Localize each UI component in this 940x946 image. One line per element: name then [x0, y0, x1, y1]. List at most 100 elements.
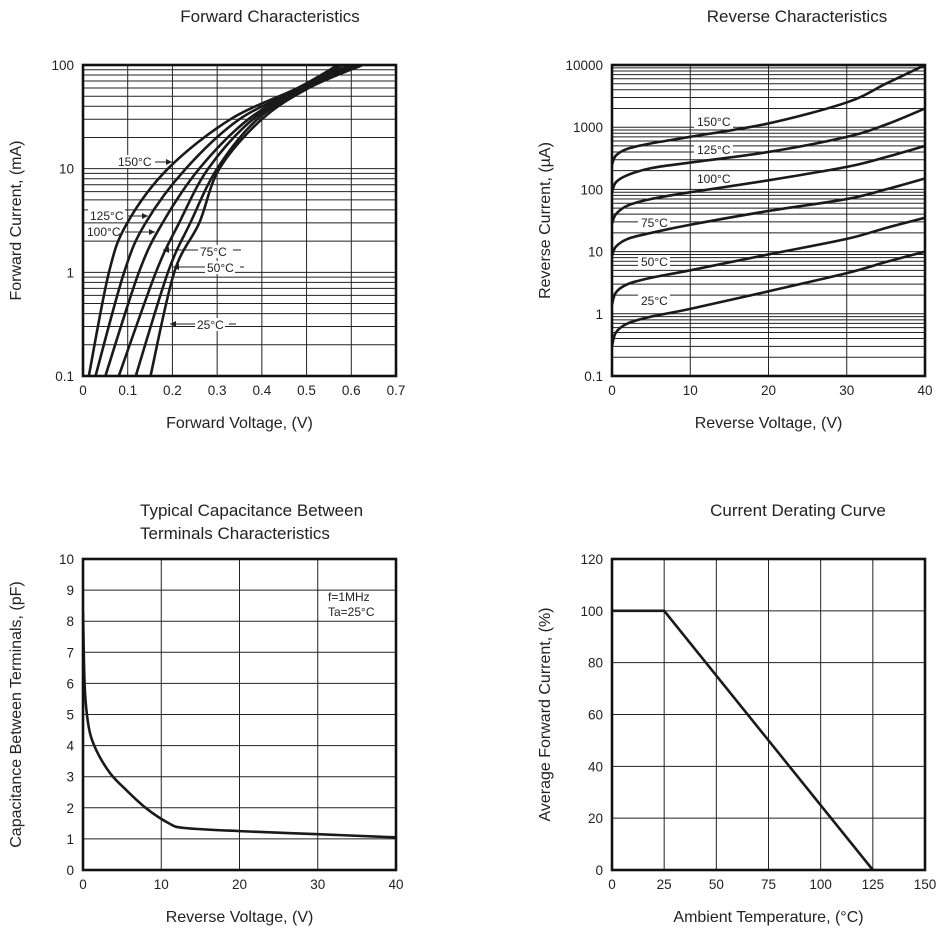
- grid: [612, 559, 925, 870]
- x-tick-label: 25: [657, 877, 672, 892]
- y-tick-label: 20: [588, 811, 603, 826]
- series-label: 25°C: [641, 294, 668, 308]
- y-tick-label: 1: [66, 265, 74, 280]
- x-tick-label: 0.1: [118, 383, 137, 398]
- chart-2: 150°C 125°C 100°C 75°C 50°C 25°C 0 10 20 30 40 0.1 1…: [537, 7, 933, 432]
- y-tick-label: 10000: [565, 58, 603, 73]
- chart-title: Reverse Characteristics: [707, 7, 887, 26]
- series-line-1: [612, 609, 874, 870]
- x-axis-label: Ambient Temperature, (°C): [673, 909, 863, 926]
- series-line-6: [149, 65, 363, 376]
- x-axis-label: Reverse Voltage, (V): [695, 415, 843, 432]
- x-tick-label: 50: [709, 877, 724, 892]
- series-line-1: [87, 65, 339, 376]
- y-axis-label: Forward Current, (mA): [8, 140, 25, 300]
- chart-3: 0 10 20 30 40 0 1 2 3 4 5 6 7 8 9 10 Typical Capacitance…: [8, 501, 404, 926]
- x-tick-label: 0.7: [387, 383, 406, 398]
- y-tick-label: 10: [588, 245, 603, 260]
- y-axis-label: Reverse Current, (µA): [537, 142, 554, 299]
- y-tick-label: 100: [580, 182, 603, 197]
- x-tick-label: 75: [761, 877, 776, 892]
- label-background: [638, 216, 670, 229]
- y-tick-label: 7: [66, 645, 74, 660]
- series-label: 100°C: [697, 172, 731, 186]
- x-tick-label: 0: [608, 877, 616, 892]
- plot-frame: [81, 557, 398, 872]
- label-background: [638, 294, 670, 307]
- y-tick-label: 1: [66, 832, 74, 847]
- label-background: [85, 225, 122, 238]
- x-axis-label: Reverse Voltage, (V): [166, 909, 314, 926]
- y-tick-label: 3: [66, 770, 74, 785]
- y-tick-label: 100: [51, 58, 74, 73]
- series-label: 75°C: [641, 216, 668, 230]
- series-line-3: [104, 65, 350, 376]
- chart-title: Forward Characteristics: [180, 7, 360, 26]
- y-tick-label: 1000: [573, 120, 603, 135]
- label-background: [694, 115, 733, 128]
- grid: [83, 559, 396, 870]
- y-tick-label: 2: [66, 801, 74, 816]
- x-tick-label: 0: [79, 383, 87, 398]
- x-tick-label: 0.5: [297, 383, 316, 398]
- plot-frame: [610, 63, 927, 378]
- arrow-icon: [170, 321, 176, 327]
- y-axis-label: Average Forward Current, (%): [537, 608, 554, 822]
- label-background: [205, 261, 235, 274]
- y-tick-label: 10: [59, 162, 74, 177]
- y-tick-label: 120: [580, 552, 603, 567]
- label-background: [88, 209, 125, 222]
- plot-frame: [610, 557, 927, 872]
- series-label: 25°C: [197, 318, 224, 332]
- series-line-5: [134, 65, 360, 376]
- y-tick-label: 5: [66, 708, 74, 723]
- x-tick-label: 0.6: [342, 383, 361, 398]
- x-tick-label: 20: [761, 383, 776, 398]
- series-line-2: [612, 107, 925, 193]
- grid: [612, 65, 925, 376]
- series-label: 150°C: [118, 155, 152, 169]
- chart-annotation: f=1MHz: [328, 590, 370, 604]
- series-label: 100°C: [87, 225, 121, 239]
- label-background: [694, 172, 733, 185]
- x-axis-label: Forward Voltage, (V): [166, 415, 313, 432]
- chart-title: Typical Capacitance Between: [140, 501, 363, 520]
- y-tick-label: 60: [588, 708, 603, 723]
- arrow-icon: [142, 213, 148, 219]
- x-tick-label: 125: [862, 877, 885, 892]
- series-line-1: [83, 611, 396, 839]
- x-tick-label: 30: [310, 877, 325, 892]
- series-label: 75°C: [200, 245, 227, 259]
- label-background: [116, 155, 153, 168]
- x-tick-label: 0: [608, 383, 616, 398]
- x-tick-label: 0.4: [252, 383, 271, 398]
- series-label: 125°C: [90, 209, 124, 223]
- x-tick-label: 10: [154, 877, 169, 892]
- x-tick-label: 100: [809, 877, 832, 892]
- y-tick-label: 4: [66, 739, 74, 754]
- y-axis-label: Capacitance Between Terminals, (pF): [8, 581, 25, 848]
- x-tick-label: 30: [839, 383, 854, 398]
- chart-1: 150°C 125°C 100°C 75°C 50°C 25°C 0 0.1 0.2 0.3 0.4…: [8, 7, 405, 432]
- y-tick-label: 6: [66, 676, 74, 691]
- series-label: 50°C: [641, 255, 668, 269]
- chart-4: 0 25 50 75 100 125 150 0 20 40 60 80 100 120 Current D…: [537, 501, 936, 926]
- x-tick-label: 0.2: [163, 383, 182, 398]
- x-tick-label: 150: [914, 877, 937, 892]
- chart-title: Current Derating Curve: [710, 501, 886, 520]
- series-line-4: [612, 177, 925, 257]
- plot-frame: [81, 63, 398, 378]
- series-line-1: [612, 65, 925, 166]
- chart-annotation: Ta=25°C: [328, 605, 375, 619]
- y-tick-label: 9: [66, 583, 74, 598]
- x-tick-label: 10: [683, 383, 698, 398]
- x-tick-label: 0.3: [208, 383, 227, 398]
- series-line-4: [117, 65, 355, 376]
- y-tick-label: 0: [595, 863, 603, 878]
- series-line-3: [612, 144, 925, 225]
- y-tick-label: 8: [66, 614, 74, 629]
- series-label: 125°C: [697, 143, 731, 157]
- arrow-icon: [166, 159, 172, 165]
- label-background: [198, 245, 228, 258]
